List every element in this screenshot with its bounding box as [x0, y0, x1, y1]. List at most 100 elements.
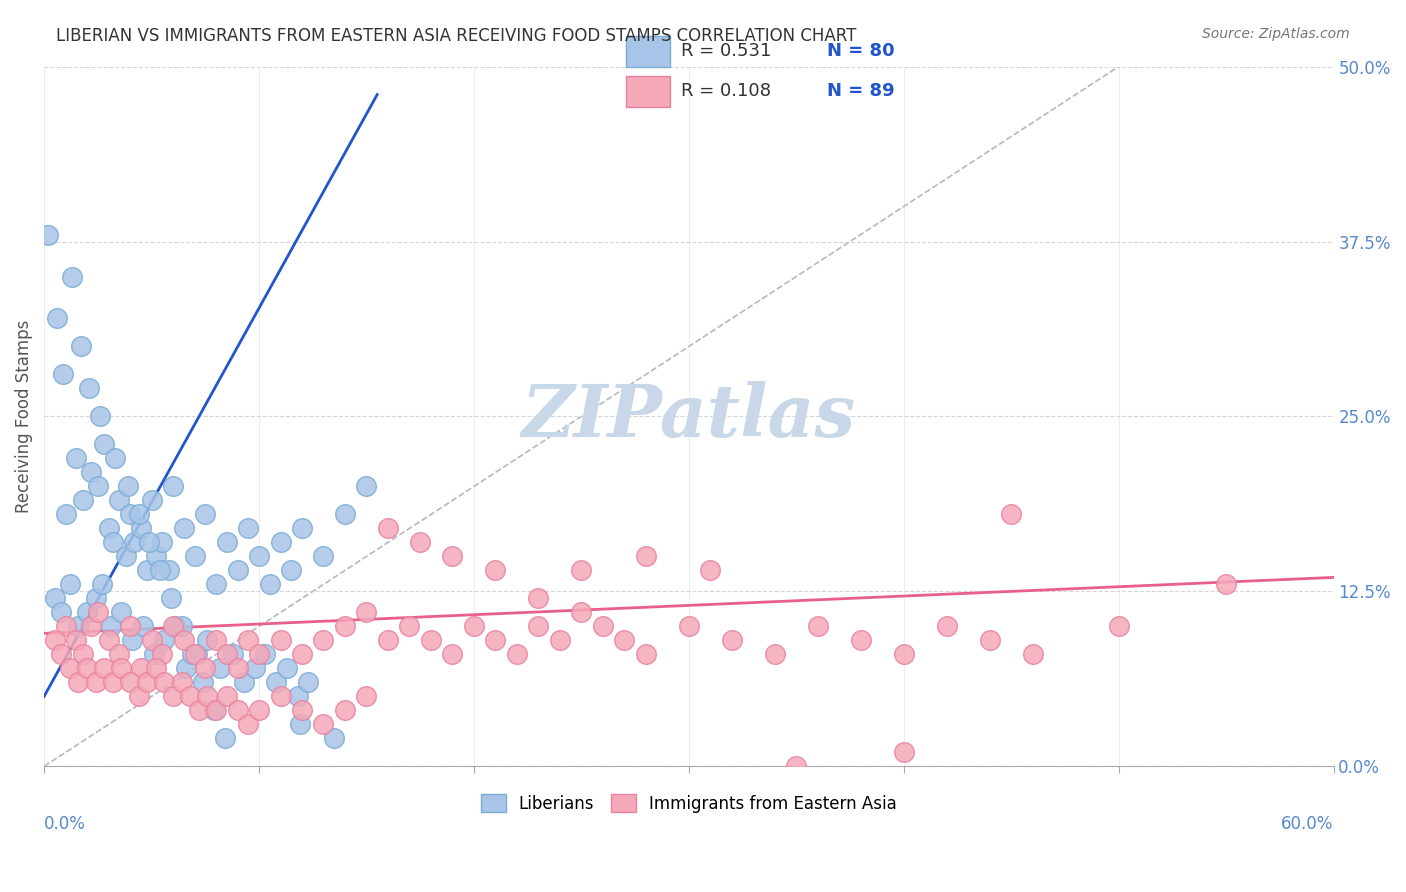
Point — [233, 675, 256, 690]
Point — [150, 648, 173, 662]
Point — [162, 479, 184, 493]
Point — [323, 731, 346, 746]
Point — [849, 633, 872, 648]
Point — [129, 521, 152, 535]
Point — [55, 508, 77, 522]
FancyBboxPatch shape — [626, 76, 669, 107]
Point — [65, 633, 87, 648]
Point — [214, 731, 236, 746]
Point — [191, 675, 214, 690]
Point — [59, 661, 82, 675]
Point — [377, 521, 399, 535]
Point — [333, 508, 356, 522]
Point — [699, 563, 721, 577]
Point — [312, 633, 335, 648]
Point — [170, 675, 193, 690]
Point — [215, 648, 238, 662]
Point — [226, 661, 249, 675]
Point — [173, 521, 195, 535]
Point — [55, 619, 77, 633]
Point — [678, 619, 700, 633]
Point — [409, 535, 432, 549]
Point — [441, 549, 464, 564]
Point — [592, 619, 614, 633]
Point — [108, 648, 131, 662]
Point — [67, 675, 90, 690]
Point — [136, 563, 159, 577]
Point — [197, 633, 219, 648]
Point — [270, 633, 292, 648]
Point — [893, 648, 915, 662]
Point — [398, 619, 420, 633]
Point — [69, 339, 91, 353]
Point — [312, 717, 335, 731]
Point — [247, 648, 270, 662]
Point — [51, 648, 73, 662]
Point — [153, 633, 176, 648]
Point — [162, 690, 184, 704]
Y-axis label: Receiving Food Stamps: Receiving Food Stamps — [15, 319, 32, 513]
Point — [226, 563, 249, 577]
Point — [80, 619, 103, 633]
Point — [548, 633, 571, 648]
Point — [128, 690, 150, 704]
Point — [65, 451, 87, 466]
Point — [101, 535, 124, 549]
Point — [52, 368, 75, 382]
Point — [128, 508, 150, 522]
Point — [276, 661, 298, 675]
Point — [226, 703, 249, 717]
Text: N = 80: N = 80 — [827, 42, 894, 60]
Point — [59, 577, 82, 591]
Point — [84, 591, 107, 606]
Text: Source: ZipAtlas.com: Source: ZipAtlas.com — [1202, 27, 1350, 41]
Point — [893, 745, 915, 759]
Point — [120, 675, 142, 690]
Point — [97, 521, 120, 535]
Point — [51, 606, 73, 620]
Point — [763, 648, 786, 662]
Point — [179, 690, 201, 704]
Point — [89, 409, 111, 424]
Point — [377, 633, 399, 648]
Text: R = 0.531: R = 0.531 — [681, 42, 770, 60]
Point — [186, 648, 208, 662]
Point — [124, 535, 146, 549]
Point — [238, 521, 260, 535]
Point — [44, 591, 66, 606]
Point — [87, 479, 110, 493]
Point — [720, 633, 742, 648]
Text: N = 89: N = 89 — [827, 82, 894, 100]
Point — [243, 661, 266, 675]
Point — [162, 619, 184, 633]
Point — [157, 563, 180, 577]
Point — [215, 535, 238, 549]
Point — [173, 633, 195, 648]
Text: LIBERIAN VS IMMIGRANTS FROM EASTERN ASIA RECEIVING FOOD STAMPS CORRELATION CHART: LIBERIAN VS IMMIGRANTS FROM EASTERN ASIA… — [56, 27, 856, 45]
Point — [634, 549, 657, 564]
Point — [333, 703, 356, 717]
Point — [194, 661, 217, 675]
Point — [121, 633, 143, 648]
Point — [215, 690, 238, 704]
Text: ZIPatlas: ZIPatlas — [522, 381, 856, 452]
Point — [1000, 508, 1022, 522]
Point — [37, 227, 59, 242]
Point — [270, 690, 292, 704]
Point — [785, 759, 807, 773]
Point — [205, 577, 228, 591]
Point — [264, 675, 287, 690]
Point — [1021, 648, 1043, 662]
Point — [174, 661, 197, 675]
Point — [153, 675, 176, 690]
Point — [205, 633, 228, 648]
Point — [291, 703, 314, 717]
Point — [120, 508, 142, 522]
Point — [87, 606, 110, 620]
Point — [80, 466, 103, 480]
Point — [132, 619, 155, 633]
FancyBboxPatch shape — [626, 36, 669, 67]
Point — [110, 661, 132, 675]
Point — [141, 633, 163, 648]
Point — [247, 703, 270, 717]
